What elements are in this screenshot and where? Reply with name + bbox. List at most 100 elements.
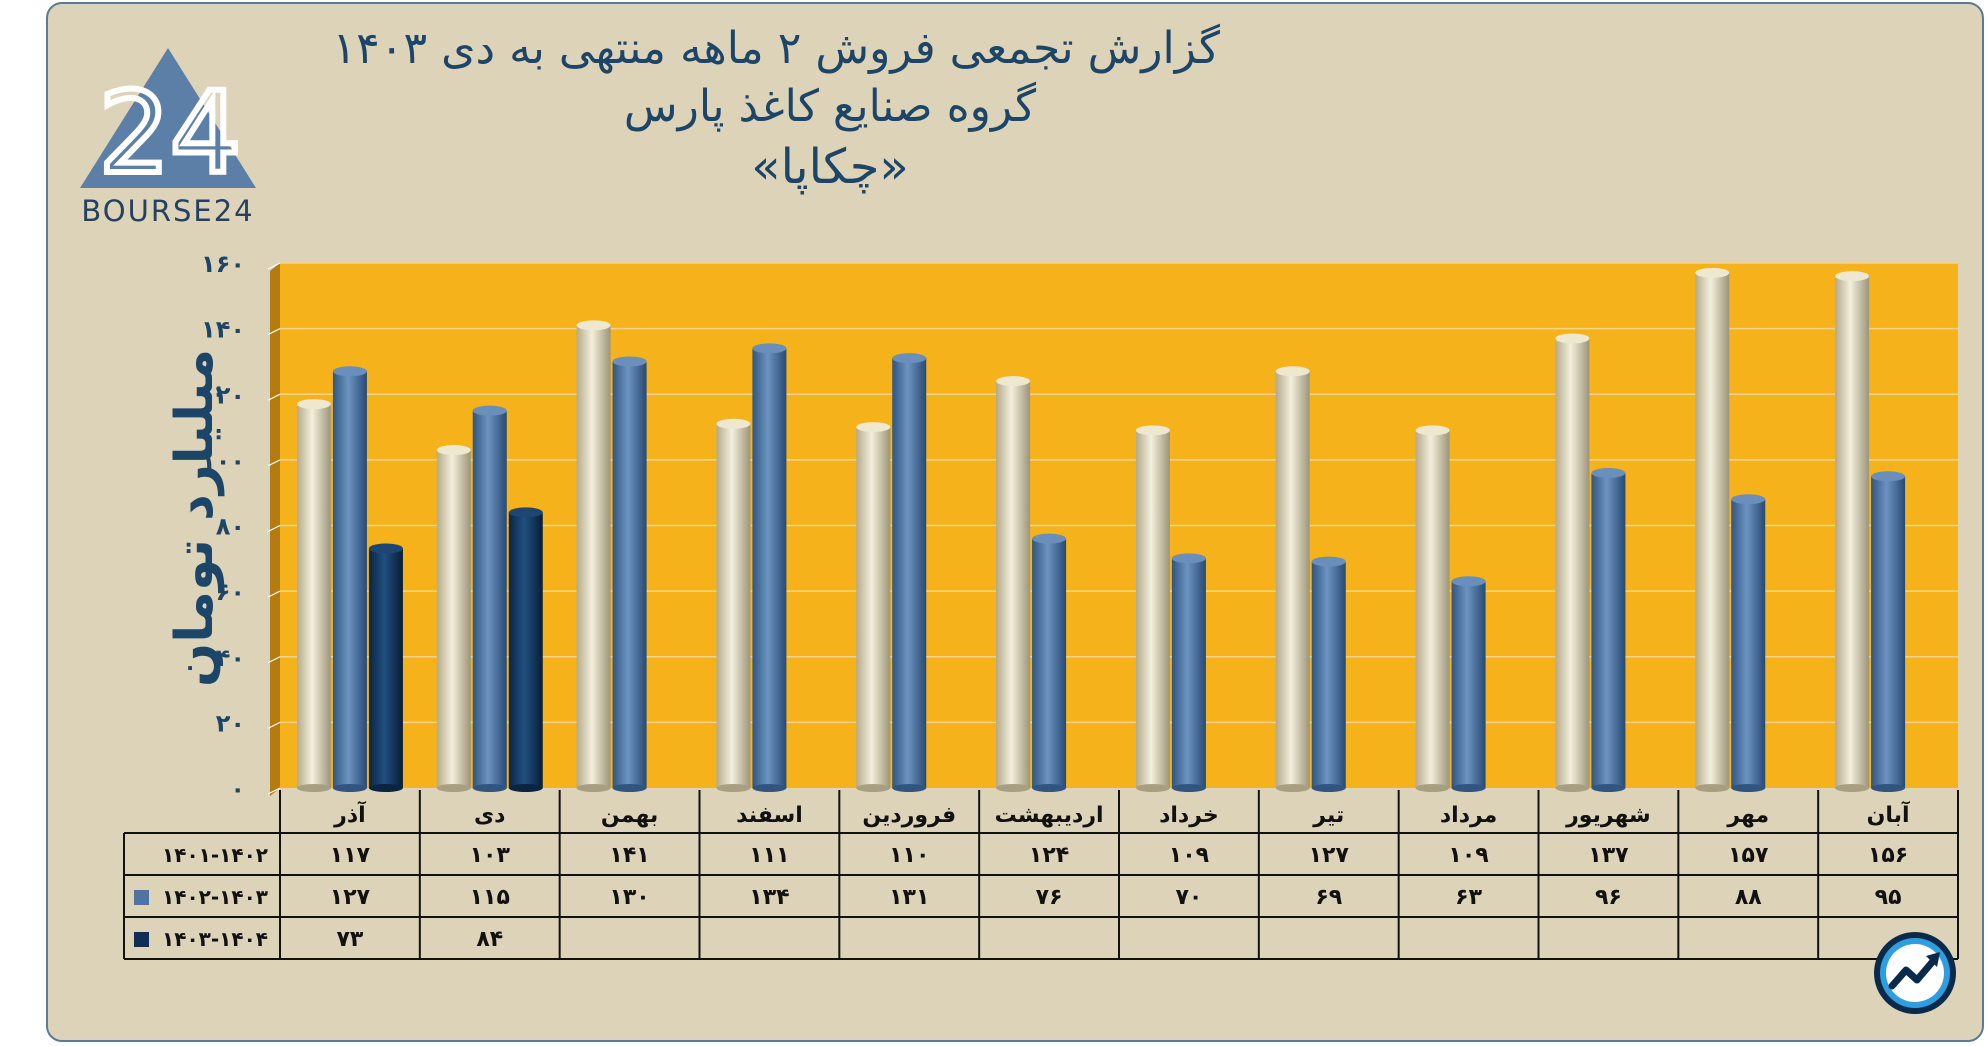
gridline-depth (267, 656, 281, 664)
bar-body (1871, 476, 1906, 788)
bar-base (1695, 784, 1730, 792)
bar-0-2 (576, 320, 611, 792)
bar-body (508, 512, 543, 788)
data-label: ۱۵۷ (1728, 843, 1769, 868)
bar-body (1275, 371, 1310, 788)
bar-base (1415, 784, 1450, 792)
legend-entry: ۱۴۰۳-۱۴۰۴ (162, 927, 268, 951)
data-table: آذر دی بهمن اسفند فروردین اردیبهشت خرداد تیر مرد… (123, 790, 1959, 960)
logo-text: BOURSE24 (81, 194, 255, 228)
bar-base (332, 784, 367, 792)
bar-1-1 (472, 405, 507, 792)
bar-body (1555, 338, 1590, 788)
bar-0-8 (1415, 425, 1450, 792)
data-label: ۱۳۰ (609, 885, 649, 910)
y-tick-label: ۶۰ (216, 578, 245, 606)
bar-base (1451, 784, 1486, 792)
bar-base (1275, 784, 1310, 792)
gridline-depth (267, 262, 281, 270)
data-label: ۹۵ (1875, 885, 1902, 910)
trend-arrow-badge-icon (1872, 930, 1958, 1016)
title-line-1: گزارش تجمعی فروش ۲ ماهه منتهی به دی ۱۴۰۳ (332, 23, 1220, 74)
bar-0-7 (1275, 366, 1310, 792)
bar-base (1311, 784, 1346, 792)
bar-body (436, 450, 471, 788)
bar-body (1731, 499, 1766, 788)
data-label: ۱۱۵ (470, 885, 510, 910)
bar-body (472, 410, 507, 788)
bar-body (1695, 272, 1730, 788)
bar-0-6 (1135, 425, 1170, 792)
bar-body (576, 325, 611, 788)
gridline-depth (267, 787, 281, 795)
bar-body (1171, 558, 1206, 788)
bar-1-11 (1871, 471, 1906, 792)
logo-mark: 24 (99, 69, 242, 196)
y-tick-label: ۱۴۰ (201, 316, 245, 344)
bar-0-5 (996, 376, 1031, 792)
x-tick-label: مرداد (1440, 803, 1497, 828)
data-label: ۷۶ (1036, 885, 1063, 910)
bar-0-4 (856, 422, 891, 792)
x-tick-label: بهمن (601, 803, 658, 828)
bar-base (996, 784, 1031, 792)
data-label: ۱۵۶ (1868, 843, 1908, 868)
bar-cap (1591, 468, 1626, 478)
y-tick-label: ۱۶۰ (201, 250, 245, 278)
bar-base (1032, 784, 1067, 792)
bars (296, 267, 1906, 792)
gridline-depth (267, 721, 281, 729)
bar-body (368, 548, 403, 788)
data-label: ۱۱۰ (889, 843, 929, 868)
bar-cap (752, 343, 787, 354)
bar-body (332, 371, 367, 788)
data-label: ۱۰۹ (1169, 843, 1209, 868)
bar-base (1135, 784, 1170, 792)
legend-entry: ۱۴۰۱-۱۴۰۲ (162, 843, 268, 867)
bar-0-3 (716, 418, 751, 792)
y-tick-label: ۱۰۰ (201, 447, 245, 475)
bar-cap (1835, 271, 1870, 282)
x-tick-label: آذر (333, 800, 366, 828)
bar-body (1591, 473, 1626, 788)
bar-0-1 (436, 445, 471, 792)
data-label: ۱۲۴ (1029, 843, 1069, 868)
bar-2-0 (368, 543, 403, 792)
bar-base (1591, 784, 1626, 792)
bar-cap (472, 405, 507, 416)
bar-body (296, 404, 331, 788)
bar-cap (716, 418, 751, 429)
chart-title: گزارش تجمعی فروش ۲ ماهه منتهی به دی ۱۴۰۳… (332, 20, 1220, 198)
data-label: ۱۲۷ (330, 885, 371, 910)
x-tick-label: دی (474, 803, 505, 828)
bar-1-7 (1311, 556, 1346, 792)
x-tick-label: شهریور (1565, 803, 1651, 828)
data-label: ۱۰۳ (470, 843, 511, 868)
bar-base (296, 784, 331, 792)
bar-body (1835, 276, 1870, 788)
bar-body (856, 427, 891, 788)
bar-1-3 (752, 343, 787, 792)
bar-cap (996, 376, 1031, 387)
bar-1-5 (1032, 533, 1067, 792)
data-label: ۱۴۱ (609, 843, 649, 868)
y-tick-label: ۸۰ (216, 513, 245, 541)
bar-1-8 (1451, 576, 1486, 792)
x-tick-label: فروردین (862, 803, 956, 828)
data-label: ۱۳۷ (1588, 843, 1629, 868)
bar-0-0 (296, 399, 331, 792)
bar-cap (612, 356, 647, 367)
bar-1-10 (1731, 494, 1766, 792)
bar-base (752, 784, 787, 792)
bar-cap (576, 320, 611, 331)
bar-cap (1171, 553, 1206, 564)
bar-body (1415, 430, 1450, 788)
data-label: ۱۲۷ (1309, 843, 1350, 868)
bar-base (472, 784, 507, 792)
gridline-depth (267, 328, 281, 336)
x-tick-label: آبان (1867, 800, 1910, 828)
gridlines (267, 262, 1958, 795)
bar-base (856, 784, 891, 792)
triangle-24-logo-icon: 24 (80, 48, 256, 202)
bar-cap (1731, 494, 1766, 505)
